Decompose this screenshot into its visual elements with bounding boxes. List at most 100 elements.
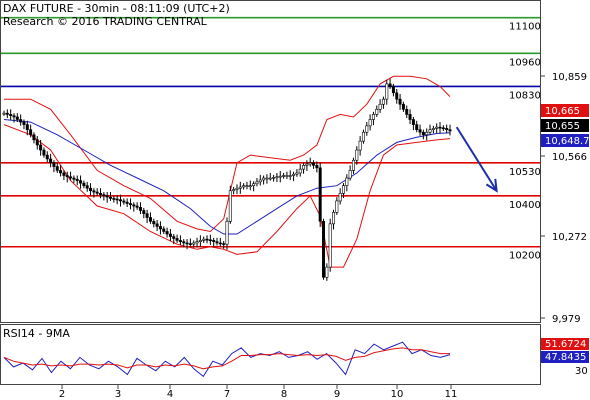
candle-body — [122, 200, 126, 203]
candle-body — [195, 241, 199, 244]
rsi-tag-red — [541, 338, 589, 350]
candle-body — [175, 238, 179, 241]
level-label-10960: 10960 — [509, 57, 541, 68]
x-tick-label: 2 — [59, 389, 65, 400]
candle-body — [305, 163, 309, 166]
candle-body — [418, 129, 422, 133]
bollinger-upper-line — [4, 75, 451, 233]
candle-body — [205, 238, 209, 241]
candle-body — [388, 83, 392, 87]
price-tag-0 — [541, 104, 589, 117]
candle-body — [135, 205, 139, 208]
candle-body — [102, 194, 106, 197]
candle-body — [52, 162, 56, 167]
candle-body — [172, 236, 176, 239]
x-ticks-layer: 2 3 4 7 8 9 10 11 — [59, 385, 457, 400]
level-label-10400: 10400 — [509, 200, 541, 211]
candle-body — [85, 185, 89, 189]
candle-body — [398, 98, 402, 105]
candle-body — [315, 165, 319, 169]
candle-body — [268, 177, 272, 180]
candle-body — [75, 179, 79, 181]
candle-body — [318, 167, 322, 222]
y-tick-label: 10,566 — [552, 152, 587, 163]
candle-body — [358, 140, 362, 151]
chart-credit: Research © 2016 TRADING CENTRAL — [3, 15, 208, 28]
candle-body — [421, 131, 425, 136]
candle-body — [351, 159, 355, 171]
candle-body — [435, 126, 439, 129]
moving-average-layer — [3, 119, 451, 235]
candle-body — [328, 223, 332, 268]
candle-body — [441, 127, 445, 130]
candle-body — [298, 168, 302, 174]
candle-body — [112, 198, 116, 200]
candle-body — [212, 240, 216, 242]
candle-body — [19, 119, 23, 123]
forecast-arrow-head — [485, 178, 498, 193]
candle-body — [242, 185, 246, 188]
candle-body — [95, 191, 99, 194]
candle-body — [152, 221, 156, 225]
candle-body — [312, 162, 316, 166]
price-tag-label-1: 10,655 — [545, 121, 580, 132]
level-label-10830: 10830 — [509, 90, 541, 101]
candle-body — [192, 242, 196, 245]
candle-body — [405, 109, 409, 115]
price-tag-label-2: 10,648.7 — [545, 136, 590, 147]
candle-body — [348, 170, 352, 179]
candle-body — [178, 240, 182, 242]
candle-body — [411, 119, 415, 125]
candle-body — [65, 175, 69, 178]
candle-body — [59, 170, 63, 174]
candle-body — [158, 226, 162, 230]
candle-body — [142, 210, 146, 214]
candle-body — [381, 98, 385, 105]
candle-body — [408, 114, 412, 120]
candle-body — [295, 172, 299, 175]
candle-body — [29, 129, 33, 136]
candle-body — [115, 198, 119, 201]
x-tick-label: 10 — [391, 389, 404, 400]
candle-body — [202, 238, 206, 241]
rsi-tick-30: 30 — [575, 366, 588, 377]
candle-body — [118, 199, 122, 202]
rsi-layer — [3, 341, 451, 378]
candle-body — [292, 173, 296, 176]
candle-body — [162, 228, 166, 232]
candle-body — [39, 144, 43, 151]
price-tag-1 — [541, 119, 589, 132]
candle-body — [322, 221, 326, 278]
candle-body — [258, 179, 262, 183]
candle-body — [168, 233, 172, 237]
candle-body — [138, 207, 142, 211]
rsi-value-red: 51.6724 — [545, 339, 586, 350]
price-tag-label-0: 10,665 — [545, 106, 580, 117]
candle-body — [252, 183, 256, 186]
candle-body — [288, 175, 292, 177]
candle-body — [335, 200, 339, 213]
candle-body — [431, 128, 435, 130]
candle-body — [89, 187, 93, 192]
candle-body — [228, 190, 232, 222]
forecast-arrow-layer — [455, 126, 498, 193]
candle-body — [428, 129, 432, 133]
candle-body — [371, 114, 375, 120]
x-tick-label: 3 — [115, 389, 121, 400]
candle-body — [25, 124, 29, 130]
candle-body — [225, 221, 229, 245]
candle-body — [35, 139, 39, 146]
candle-body — [448, 129, 452, 132]
candle-body — [355, 149, 359, 161]
price-panel-frame — [0, 0, 541, 323]
candle-body — [232, 189, 236, 192]
x-tick-label: 4 — [167, 389, 173, 400]
y-tick-label: 10,272 — [552, 232, 587, 243]
candle-body — [238, 186, 242, 189]
candle-body — [325, 266, 329, 278]
candle-body — [9, 114, 13, 116]
candle-body — [235, 187, 239, 190]
candle-body — [378, 103, 382, 110]
candle-body — [395, 92, 399, 100]
candle-body — [368, 119, 372, 127]
